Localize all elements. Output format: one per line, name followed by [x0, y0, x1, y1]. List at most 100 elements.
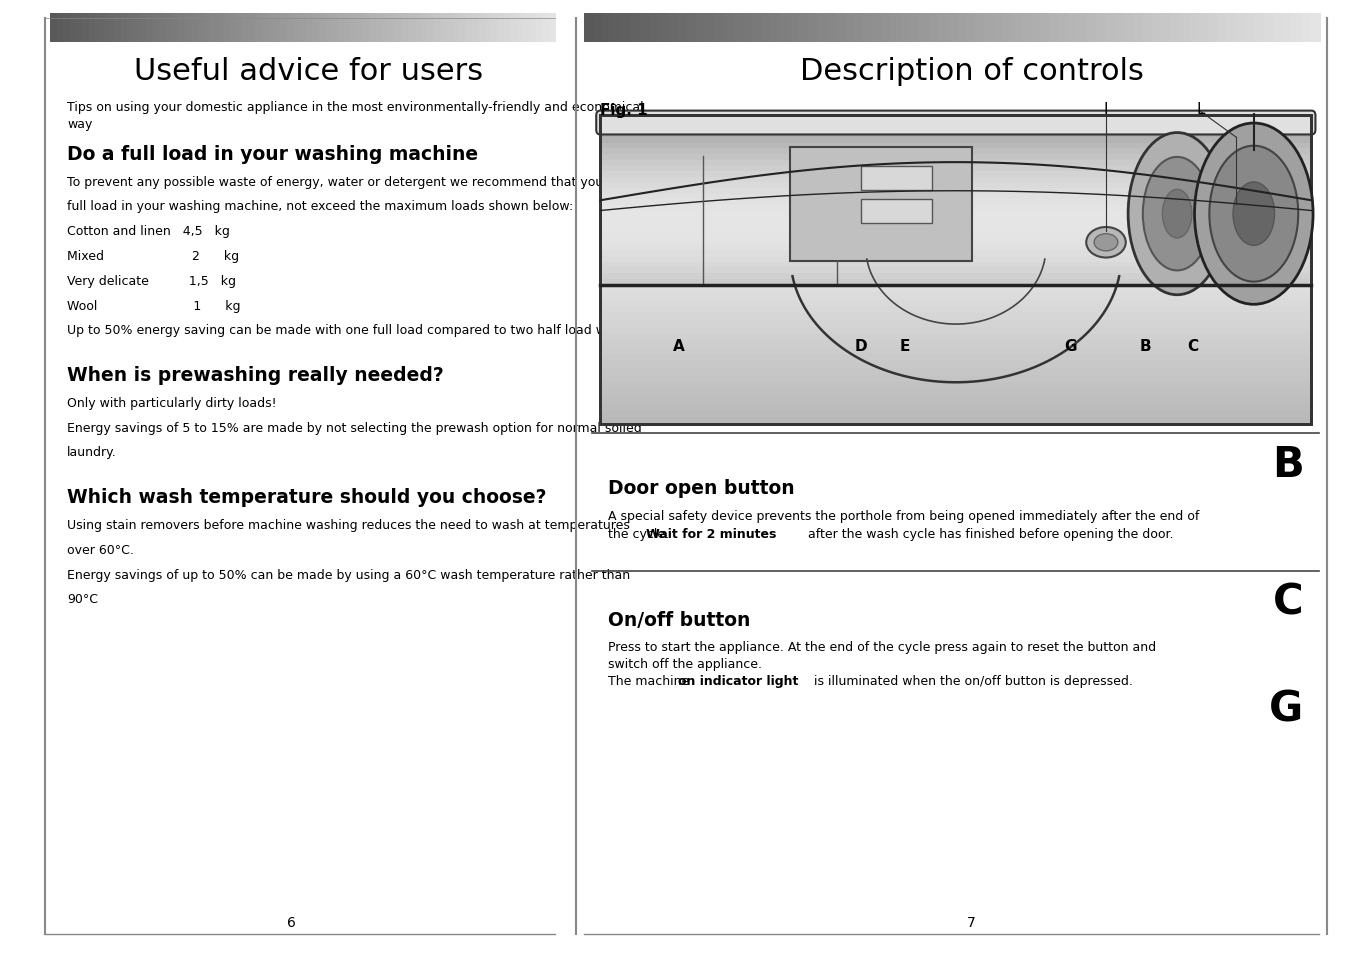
Bar — [1162, 14, 1173, 43]
Bar — [312, 14, 320, 43]
Bar — [873, 14, 884, 43]
Text: Tips on using your domestic appliance in the most environmentally-friendly and e: Tips on using your domestic appliance in… — [68, 101, 644, 114]
Bar — [600, 223, 1312, 230]
Bar — [861, 167, 932, 191]
Text: A: A — [673, 338, 685, 354]
Bar — [485, 14, 492, 43]
Text: 6: 6 — [288, 916, 296, 929]
Bar — [466, 14, 473, 43]
Bar — [600, 340, 1312, 348]
Bar — [686, 14, 697, 43]
Bar — [600, 410, 1312, 417]
Bar — [141, 14, 147, 43]
Bar — [600, 268, 1312, 274]
Bar — [1179, 14, 1190, 43]
Text: Energy savings of up to 50% can be made by using a 60°C wash temperature rather : Energy savings of up to 50% can be made … — [68, 568, 631, 581]
Bar — [216, 14, 224, 43]
Bar — [1069, 14, 1079, 43]
Bar — [938, 14, 948, 43]
Bar — [593, 14, 604, 43]
Ellipse shape — [1143, 157, 1212, 272]
Bar — [621, 14, 632, 43]
Bar — [1301, 14, 1312, 43]
Bar — [422, 14, 428, 43]
Bar — [1078, 14, 1089, 43]
Bar — [1115, 14, 1125, 43]
Bar — [600, 229, 1312, 235]
Bar — [1217, 14, 1228, 43]
Bar — [57, 14, 65, 43]
Bar — [600, 155, 1312, 161]
Bar — [211, 14, 218, 43]
Text: full load in your washing machine, not exceed the maximum loads shown below:: full load in your washing machine, not e… — [68, 200, 574, 213]
Bar — [600, 299, 1312, 307]
Text: after the wash cycle has finished before opening the door.: after the wash cycle has finished before… — [804, 527, 1174, 540]
Text: Press to start the appliance. At the end of the cycle press again to reset the b: Press to start the appliance. At the end… — [608, 640, 1156, 654]
Bar — [780, 14, 790, 43]
Text: Energy savings of 5 to 15% are made by not selecting the prewash option for norm: Energy savings of 5 to 15% are made by n… — [68, 421, 642, 435]
Text: C: C — [1188, 338, 1198, 354]
Bar — [827, 14, 838, 43]
Bar — [249, 14, 255, 43]
Bar — [190, 14, 199, 43]
Bar — [705, 14, 716, 43]
Bar — [600, 262, 1312, 269]
Bar — [370, 14, 377, 43]
Bar — [331, 14, 339, 43]
Bar — [863, 14, 874, 43]
Bar — [127, 14, 135, 43]
Bar — [1143, 14, 1154, 43]
Bar — [293, 14, 301, 43]
Text: 90°C: 90°C — [68, 593, 99, 606]
Bar — [734, 14, 744, 43]
Text: Do a full load in your washing machine: Do a full load in your washing machine — [68, 145, 478, 164]
Bar — [363, 14, 372, 43]
Bar — [549, 14, 557, 43]
Bar — [600, 194, 1312, 201]
Bar — [659, 14, 670, 43]
Bar — [835, 14, 847, 43]
Text: Mixed                      2      kg: Mixed 2 kg — [68, 250, 239, 263]
Bar — [600, 160, 1312, 167]
Bar — [696, 14, 707, 43]
Bar — [600, 361, 1312, 369]
Ellipse shape — [1086, 228, 1125, 258]
Bar — [600, 285, 1312, 293]
Bar — [1189, 14, 1200, 43]
Text: B: B — [1271, 443, 1304, 485]
Bar — [600, 389, 1312, 396]
Bar — [82, 14, 91, 43]
Bar — [1096, 14, 1106, 43]
Bar — [178, 14, 185, 43]
Text: When is prewashing really needed?: When is prewashing really needed? — [68, 366, 444, 385]
Bar — [808, 14, 819, 43]
Bar — [471, 14, 480, 43]
Bar — [1012, 14, 1023, 43]
Bar — [267, 14, 276, 43]
Bar — [600, 395, 1312, 403]
Bar — [600, 166, 1312, 172]
Bar — [1292, 14, 1302, 43]
Bar — [854, 14, 865, 43]
Text: Very delicate          1,5   kg: Very delicate 1,5 kg — [68, 274, 236, 288]
Ellipse shape — [1128, 133, 1227, 295]
Bar — [861, 200, 932, 224]
Bar — [600, 319, 1312, 328]
Bar — [600, 355, 1312, 362]
Text: B: B — [1140, 338, 1151, 354]
Bar — [882, 14, 893, 43]
Bar — [600, 274, 1312, 280]
Bar — [600, 200, 1312, 207]
Bar — [427, 14, 435, 43]
Bar — [159, 14, 166, 43]
Bar — [985, 14, 996, 43]
Bar — [497, 14, 505, 43]
Bar — [677, 14, 688, 43]
Bar — [516, 14, 524, 43]
Text: is illuminated when the on/off button is depressed.: is illuminated when the on/off button is… — [811, 675, 1133, 688]
Bar — [901, 14, 912, 43]
Bar — [396, 14, 403, 43]
Text: L: L — [1197, 102, 1205, 117]
Bar — [600, 368, 1312, 375]
Text: Door open button: Door open button — [608, 478, 794, 497]
